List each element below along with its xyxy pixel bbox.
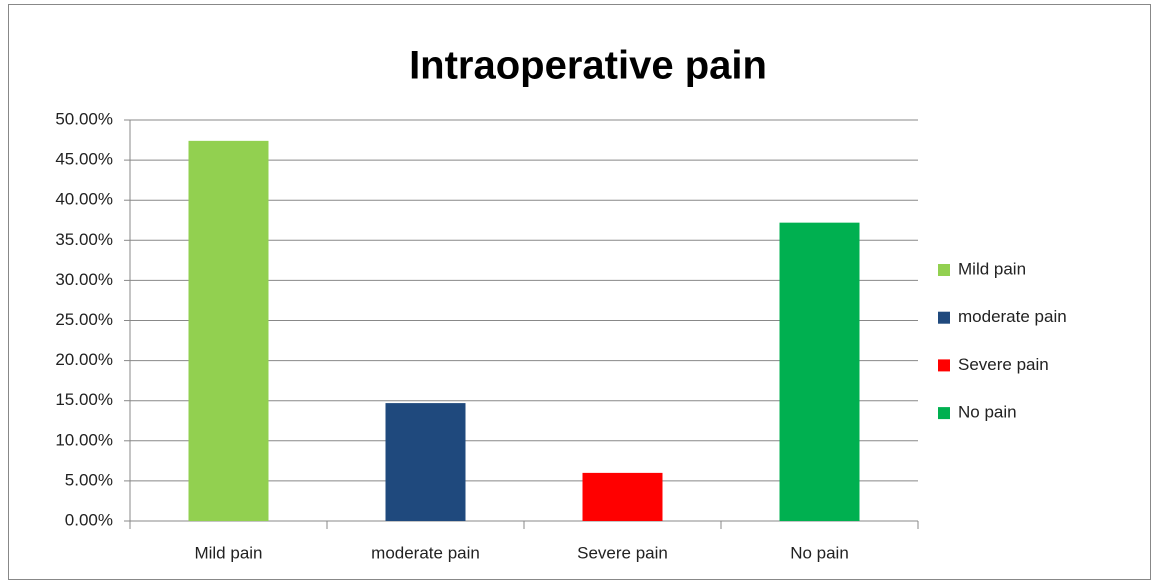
legend-label: Mild pain: [958, 259, 1026, 278]
legend-label: Severe pain: [958, 355, 1049, 374]
bar: [779, 222, 860, 521]
y-tick-label: 15.00%: [55, 390, 113, 409]
chart-title: Intraoperative pain: [409, 44, 767, 88]
x-tick-label: moderate pain: [371, 543, 480, 562]
chart-border: [8, 4, 1151, 580]
legend-swatch: [938, 264, 950, 276]
y-tick-label: 35.00%: [55, 230, 113, 249]
legend-swatch: [938, 311, 950, 324]
y-tick-label: 50.00%: [55, 109, 113, 128]
y-tick-label: 40.00%: [55, 190, 113, 209]
y-tick-label: 20.00%: [55, 350, 113, 369]
y-tick-label: 30.00%: [55, 270, 113, 289]
y-tick-label: 25.00%: [55, 310, 113, 329]
bar: [582, 472, 663, 521]
legend-label: No pain: [958, 403, 1017, 422]
y-tick-label: 0.00%: [65, 510, 113, 529]
x-tick-label: Mild pain: [194, 543, 262, 562]
legend-swatch: [938, 407, 950, 420]
y-tick-label: 45.00%: [55, 150, 113, 169]
bar: [188, 140, 269, 522]
y-tick-label: 10.00%: [55, 430, 113, 449]
x-tick-label: Severe pain: [577, 543, 668, 562]
bar: [385, 403, 466, 521]
x-tick-label: No pain: [790, 543, 849, 562]
legend-label: moderate pain: [958, 307, 1067, 326]
legend-swatch: [938, 359, 950, 372]
y-tick-label: 5.00%: [65, 470, 113, 489]
